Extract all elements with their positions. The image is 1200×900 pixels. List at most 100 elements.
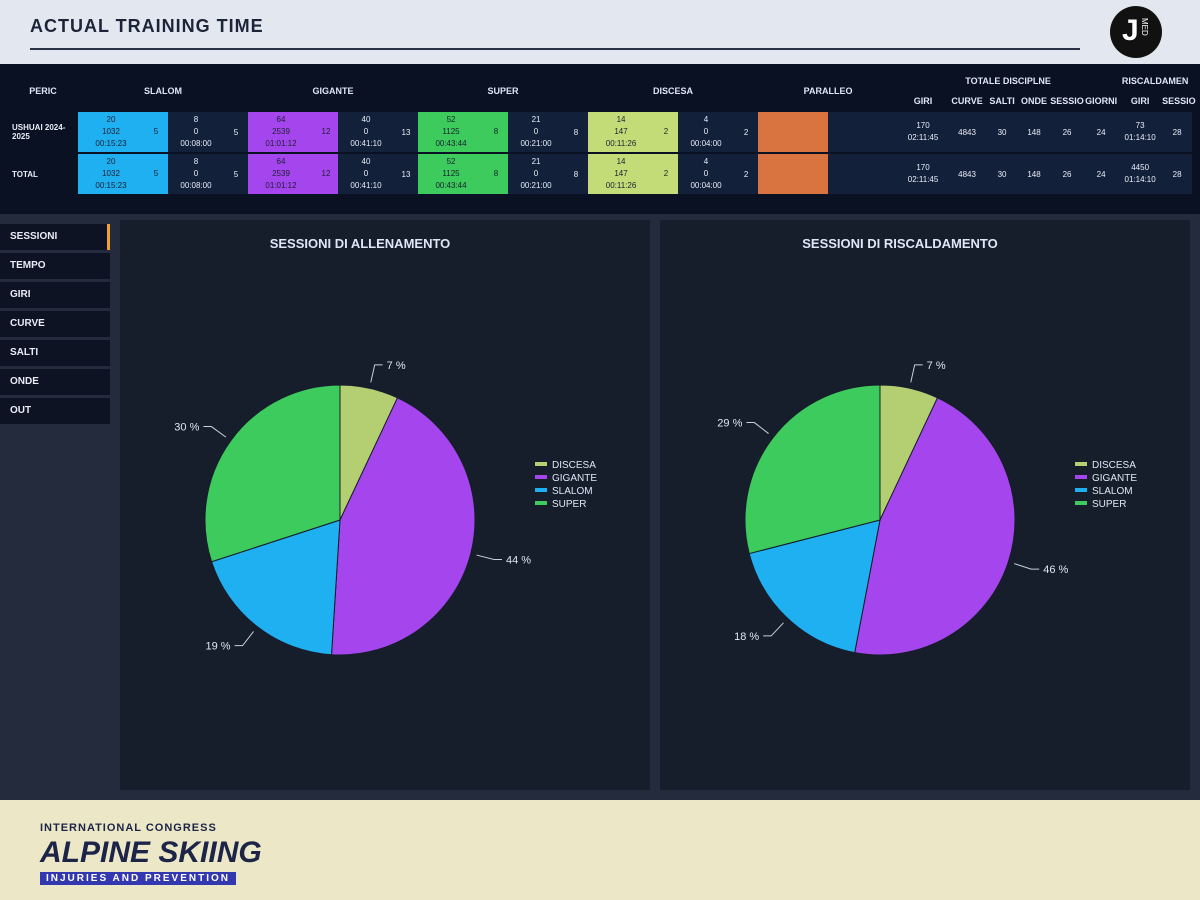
other-cell: 40 0 00:41:10: [338, 154, 394, 194]
cell-line: 147: [614, 169, 628, 178]
chart-title: SESSIONI DI ALLENAMENTO: [270, 236, 451, 251]
chart: SESSIONI DI RISCALDAMENTO 7 % 46 % 18 % 29 %…: [717, 236, 1137, 656]
cell-line: 00:15:23: [95, 181, 127, 190]
legend-entry: GIGANTE: [1092, 473, 1137, 484]
leader-line: [370, 364, 383, 383]
column-group: TOTALE DISCIPLNE: [965, 76, 1051, 86]
training-count: 5: [144, 154, 168, 194]
paralleo-cell: [758, 112, 829, 152]
cell-line: 4: [703, 115, 709, 124]
training-cell: 64 2539 01:01:12: [248, 154, 314, 194]
row-label: USHUAI 2024-2025: [8, 112, 78, 152]
cell-line: 52: [446, 115, 456, 124]
totals-cell: 4843: [948, 154, 987, 194]
subheader: SESSIO: [1050, 96, 1084, 106]
training-count: 2: [654, 112, 679, 152]
cell-line: 0: [703, 169, 709, 178]
sidebar-item: CURVE: [0, 311, 110, 337]
cell-line: 8: [493, 127, 499, 136]
cell-line: 02:11:45: [907, 175, 939, 184]
other-count: 5: [224, 112, 248, 152]
legend-entry: SUPER: [1092, 499, 1126, 510]
legend-swatch: [1075, 462, 1087, 466]
footer: INTERNATIONAL CONGRESS ALPINE SKIING INJ…: [0, 800, 1200, 900]
legend-swatch: [535, 475, 547, 479]
sidebar: SESSIONI TEMPO GIRI CURVE SALTI ONDE OUT: [0, 224, 110, 427]
column-group: DISCESA: [653, 86, 694, 96]
header-row: PERIC SLALOM GIGANTE SUPER DISCESA PARALLEO TO…: [8, 72, 1192, 96]
leader-line: [1013, 563, 1040, 570]
cell-line: 0: [193, 169, 199, 178]
cell-line: 8: [193, 115, 199, 124]
column-group: GIGANTE: [312, 86, 354, 96]
cell-line: 0: [363, 127, 369, 136]
training-count: 8: [484, 112, 509, 152]
sidebar-item: ONDE: [0, 369, 110, 395]
legend-entry: SLALOM: [1092, 486, 1133, 497]
legend-entry: DISCESA: [1092, 460, 1136, 471]
data-label: 7 %: [927, 360, 946, 372]
summary-table: PERIC SLALOM GIGANTE SUPER DISCESA PARALLEO TO…: [8, 70, 1196, 196]
leader-line: [746, 422, 769, 434]
training-count: 5: [144, 112, 168, 152]
legend-entry: SLALOM: [552, 486, 593, 497]
pie-slice: [204, 384, 341, 563]
cell-line: 20: [106, 157, 116, 166]
congress-subtitle: INJURIES AND PREVENTION: [40, 872, 236, 885]
cell-line: 01:01:12: [265, 139, 297, 148]
other-count: 8: [564, 154, 589, 194]
warmup-sessioni: 28: [1162, 112, 1193, 152]
logo: J MED: [1110, 6, 1162, 58]
sidebar-item: OUT: [0, 398, 110, 424]
cell-line: 147: [614, 127, 628, 136]
data-label: 46 %: [1043, 564, 1068, 576]
chart-title: SESSIONI DI RISCALDAMENTO: [802, 236, 998, 251]
leader-line: [476, 554, 503, 561]
data-label: 44 %: [506, 555, 531, 567]
totals-cell: 148: [1018, 112, 1051, 152]
leader-line: [234, 631, 254, 647]
other-count: 2: [734, 112, 759, 152]
cell-line: 5: [153, 127, 159, 136]
subheader-row: GIRI CURVE SALTI ONDE SESSIO GIORNI GIRI SESSIO: [8, 92, 1196, 110]
data-label: 30 %: [174, 422, 199, 434]
cell-line: 170: [916, 163, 930, 172]
training-cell: 64 2539 01:01:12: [248, 112, 314, 152]
training-count: 12: [314, 112, 338, 152]
cell-line: 2539: [272, 169, 290, 178]
cell-line: 12: [321, 169, 331, 178]
training-cell: 52 1125 00:43:44: [418, 154, 485, 194]
table-row: TOTAL 20 1032 00:15:23 5 8 0 00:08:00 5 64 2539 01:…: [8, 154, 1193, 194]
subheader: GIORNI: [1085, 96, 1118, 106]
training-cell: 14 147 00:11:26: [588, 112, 655, 152]
totals-cell: 24: [1084, 112, 1119, 152]
cell-line: 12: [321, 127, 331, 136]
cell-line: 21: [531, 157, 541, 166]
cell-line: 02:11:45: [907, 133, 939, 142]
cell-line: 40: [361, 157, 371, 166]
cell-line: 2: [663, 169, 669, 178]
column-group: PERIC: [29, 86, 57, 96]
subheader: GIRI: [913, 96, 933, 106]
cell-line: 64: [276, 115, 286, 124]
table-area: PERIC SLALOM GIGANTE SUPER DISCESA PARALLEO TO…: [0, 64, 1200, 214]
cell-line: 4: [703, 157, 709, 166]
header: ACTUAL TRAINING TIME J MED: [0, 0, 1200, 64]
congress-name: ALPINE SKIING: [40, 836, 262, 869]
cell-line: 00:08:00: [180, 139, 212, 148]
training-cell: 20 1032 00:15:23: [78, 154, 144, 194]
other-cell: 4 0 00:04:00: [678, 112, 735, 152]
cell-line: 0: [703, 127, 709, 136]
legend-swatch: [535, 462, 547, 466]
legend-swatch: [535, 488, 547, 492]
legend-entry: GIGANTE: [552, 473, 597, 484]
other-cell: 40 0 00:41:10: [338, 112, 394, 152]
cell-line: 4450: [1131, 163, 1150, 172]
paralleo-empty: [828, 112, 899, 152]
column-group: RISCALDAMEN: [1121, 76, 1189, 86]
cell-line: 00:08:00: [180, 181, 212, 190]
totals-cell: 26: [1050, 112, 1085, 152]
subheader: SESSIO: [1162, 96, 1196, 106]
training-count: 2: [654, 154, 679, 194]
